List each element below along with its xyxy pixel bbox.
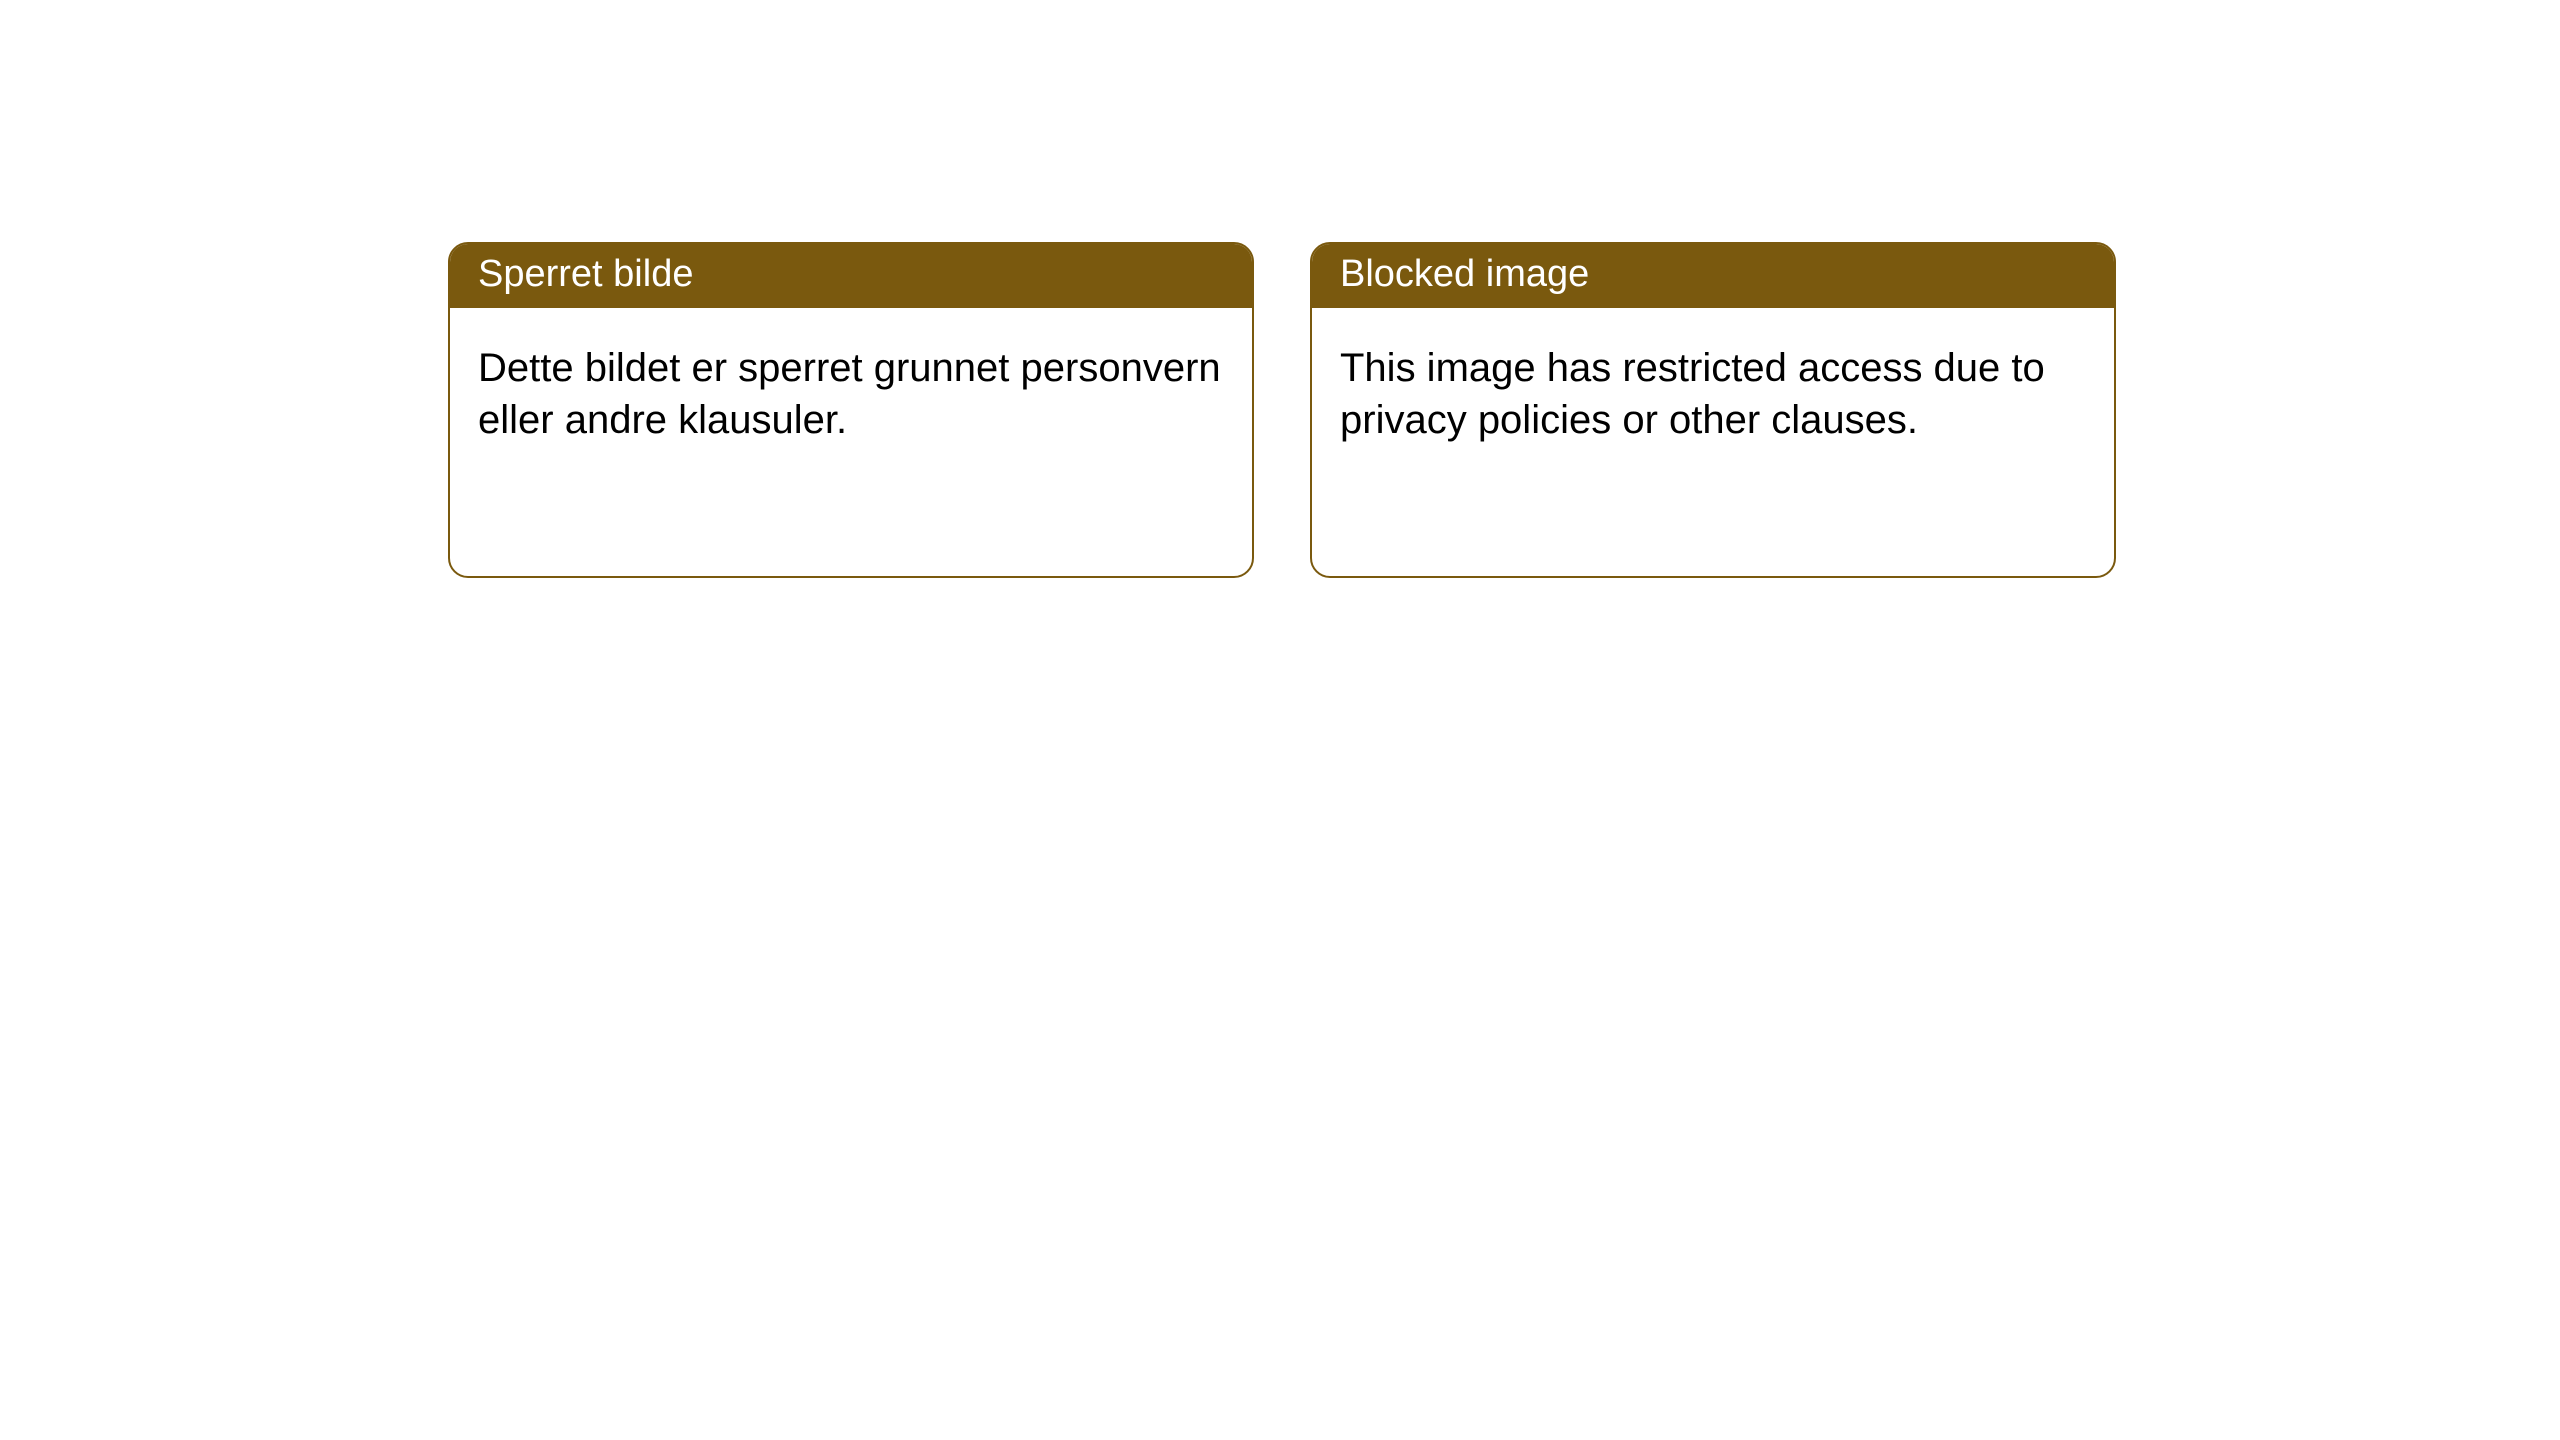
notice-card-english: Blocked image This image has restricted … [1310, 242, 2116, 578]
notice-card-norwegian: Sperret bilde Dette bildet er sperret gr… [448, 242, 1254, 578]
notice-container: Sperret bilde Dette bildet er sperret gr… [0, 0, 2560, 578]
card-header: Blocked image [1312, 244, 2114, 308]
card-body: This image has restricted access due to … [1312, 308, 2114, 474]
card-header: Sperret bilde [450, 244, 1252, 308]
card-body: Dette bildet er sperret grunnet personve… [450, 308, 1252, 474]
